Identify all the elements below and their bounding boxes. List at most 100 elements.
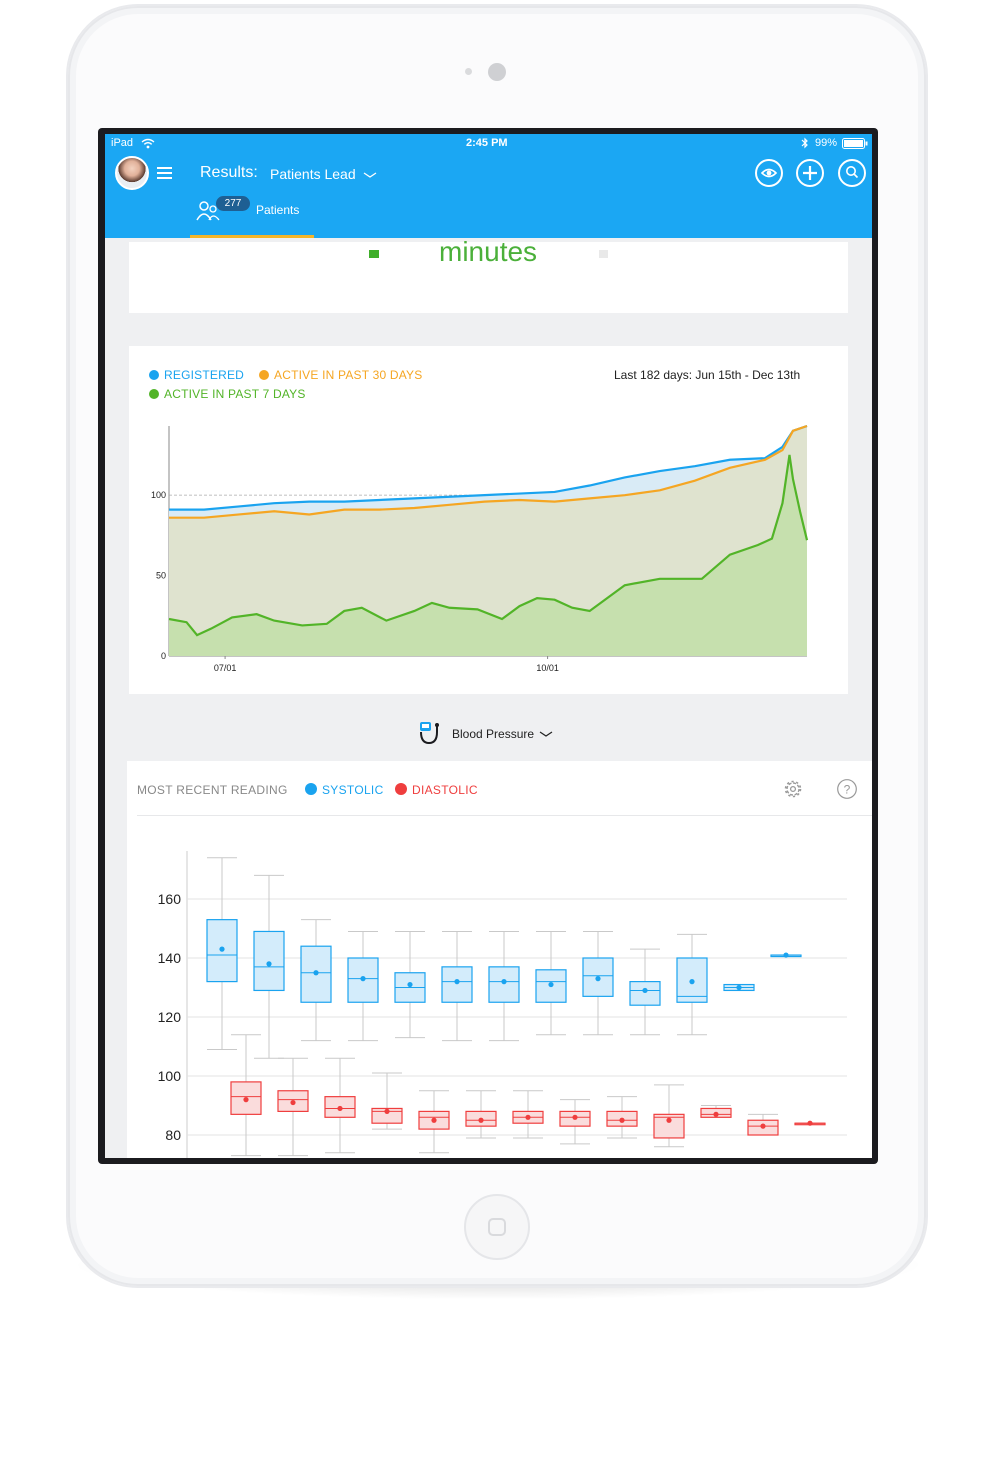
activity-area-chart[interactable]: 0 50 100 07/01 10/01 [129, 346, 848, 694]
status-carrier: iPad [111, 137, 134, 149]
mean-point [360, 976, 366, 982]
legend-dot [305, 783, 317, 795]
legend-diastolic[interactable]: DIASTOLIC [395, 783, 478, 797]
help-icon[interactable]: ? [836, 778, 858, 800]
legend-label: SYSTOLIC [322, 783, 384, 797]
blood-pressure-card: MOST RECENT READING SYSTOLIC DIASTOLIC ?… [127, 761, 872, 1158]
status-battery-percent: 99% [815, 137, 838, 149]
box [253, 930, 285, 992]
series-line-2 [169, 424, 808, 519]
blood-pressure-icon [420, 722, 439, 745]
legend-label: ACTIVE IN PAST 7 DAYS [164, 387, 306, 401]
y-tick-label: 100 [158, 1068, 182, 1084]
search-icon [846, 166, 859, 179]
metric-label-text: Blood Pressure [452, 727, 535, 741]
plus-icon [803, 166, 817, 180]
legend-active-7[interactable]: ACTIVE IN PAST 7 DAYS [149, 387, 306, 401]
settings-gear-icon[interactable] [782, 778, 804, 800]
mean-point [454, 979, 460, 985]
search-button[interactable] [838, 159, 866, 187]
chevron-down-icon [363, 172, 376, 178]
mean-point [689, 979, 695, 985]
box [488, 966, 520, 1003]
mean-point [478, 1117, 484, 1123]
battery-icon [842, 138, 868, 149]
legend-systolic[interactable]: SYSTOLIC [305, 783, 384, 797]
legend-swatch [369, 250, 379, 258]
series-line-1 [169, 424, 808, 511]
y-tick-label: 140 [158, 950, 182, 966]
app-header: iPad 2:45 PM 99% Results: Patients Lead [105, 134, 872, 238]
mean-point [219, 946, 225, 952]
y-tick-label: 50 [156, 571, 166, 581]
legend-label: REGISTERED [164, 368, 245, 382]
front-sensor [465, 68, 472, 75]
user-avatar[interactable] [115, 156, 149, 190]
mean-point [266, 961, 272, 967]
box [582, 957, 614, 997]
mean-point [407, 981, 413, 988]
legend-registered[interactable]: REGISTERED [149, 368, 244, 382]
svg-text:?: ? [844, 783, 851, 797]
wifi-icon [141, 138, 155, 149]
app-screen: iPad 2:45 PM 99% Results: Patients Lead [105, 134, 872, 1158]
activity-chart-card: REGISTERED ACTIVE IN PAST 30 DAYS ACTIVE… [129, 346, 848, 694]
mean-point [642, 987, 648, 994]
tab-active-indicator [190, 235, 314, 238]
box [653, 1113, 685, 1139]
mean-point [595, 976, 601, 982]
eye-icon [760, 168, 778, 178]
x-tick-label: 10/01 [536, 663, 559, 673]
legend-label: DIASTOLIC [412, 783, 478, 797]
legend-dot [149, 370, 159, 380]
y-tick-label: 120 [158, 1009, 182, 1025]
box [629, 981, 661, 1006]
mean-point [619, 1117, 625, 1123]
partial-metric-text: minutes [439, 236, 538, 267]
add-button[interactable] [796, 159, 824, 187]
mean-point [760, 1123, 766, 1129]
filter-label: Patients Lead [270, 166, 356, 182]
legend-dot [259, 370, 269, 380]
y-tick-label: 0 [161, 651, 166, 661]
x-tick-label: 07/01 [214, 663, 237, 673]
series-area-3 [169, 454, 807, 656]
y-tick-label: 100 [151, 490, 166, 500]
mean-point [384, 1108, 390, 1114]
box [441, 966, 473, 1003]
bp-card-title: MOST RECENT READING [137, 783, 288, 797]
filter-dropdown[interactable]: Patients Lead [270, 166, 377, 182]
patients-count-badge: 277 [216, 196, 250, 211]
mean-point [313, 970, 319, 976]
menu-icon[interactable] [157, 167, 172, 179]
front-camera-icon [488, 63, 506, 81]
mean-point [431, 1117, 437, 1123]
view-button[interactable] [755, 159, 783, 187]
status-time: 2:45 PM [466, 137, 508, 149]
mean-point [548, 981, 554, 988]
series-line-3 [168, 454, 809, 637]
mean-point [666, 1117, 672, 1123]
summary-card: minutes [129, 236, 848, 313]
legend-active-30[interactable]: ACTIVE IN PAST 30 DAYS [259, 368, 422, 382]
mean-point [572, 1114, 578, 1120]
mean-point [807, 1120, 813, 1126]
legend-swatch [599, 250, 608, 258]
mean-point [525, 1114, 531, 1120]
y-tick-label: 80 [165, 1127, 181, 1143]
mean-point [501, 979, 507, 985]
bluetooth-icon [801, 137, 808, 149]
date-range-text: Last 182 days: Jun 15th - Dec 13th [614, 368, 801, 382]
legend-label: ACTIVE IN PAST 30 DAYS [274, 368, 423, 382]
tab-patients[interactable]: 277 Patients [190, 192, 314, 238]
bp-box-plot[interactable]: 80 100 120 140 160 [127, 821, 872, 1158]
mean-point [783, 952, 789, 958]
page-title: Results: [200, 164, 258, 181]
patients-icon [196, 201, 220, 221]
y-tick-label: 160 [158, 891, 182, 907]
box [371, 1107, 403, 1124]
home-button[interactable] [464, 1194, 530, 1260]
mean-point [337, 1105, 343, 1112]
legend-dot [395, 783, 407, 795]
mean-point [736, 984, 742, 991]
